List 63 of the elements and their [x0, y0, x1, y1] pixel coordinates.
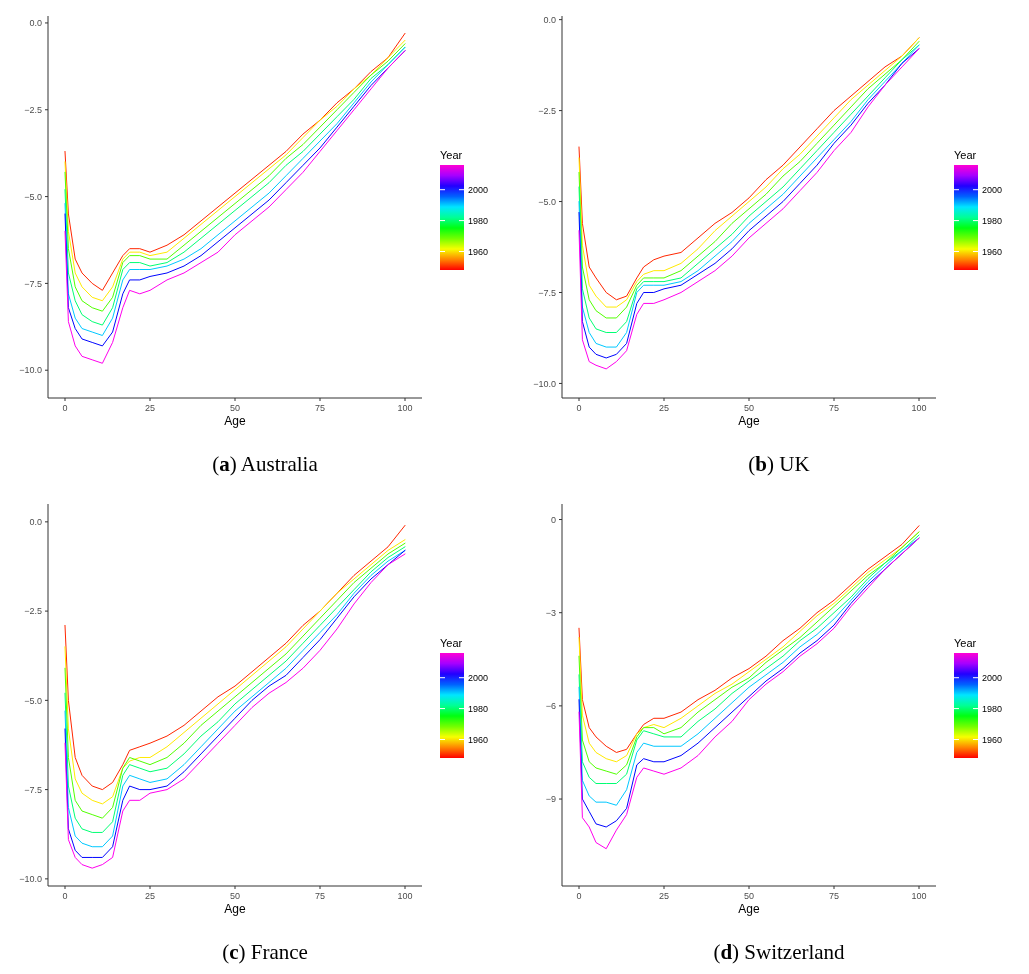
x-tick-label: 100: [911, 891, 927, 901]
color-bar-title: Year: [954, 149, 977, 161]
x-tick-label: 50: [743, 891, 755, 901]
y-tick-label: −9: [545, 794, 556, 805]
y-tick-label: −10.0: [533, 378, 556, 389]
x-tick-label: 100: [911, 403, 927, 413]
y-tick-label: −5.0: [24, 191, 42, 202]
color-bar-label: 1960: [982, 246, 1003, 257]
color-bar-label: 1980: [982, 215, 1003, 226]
x-tick-label: 75: [828, 403, 840, 413]
y-tick-label: −10.0: [19, 874, 42, 885]
x-tick-label: 100: [397, 891, 413, 901]
x-axis-title: Age: [738, 902, 760, 916]
y-tick-label: −7.5: [24, 278, 42, 289]
x-tick-label: 0: [62, 403, 68, 413]
x-tick-label: 25: [658, 891, 670, 901]
x-tick-label: 0: [62, 891, 68, 901]
x-tick-label: 0: [576, 891, 582, 901]
color-bar-title: Year: [440, 637, 463, 649]
text: (c) France: [222, 940, 308, 964]
y-tick-label: −3: [545, 607, 556, 618]
color-bar-label: 2000: [982, 672, 1003, 683]
y-tick-label: 0: [550, 514, 556, 525]
color-bar-label: 1960: [982, 734, 1003, 745]
x-axis-title: Age: [224, 902, 246, 916]
color-bar-label: 1980: [468, 215, 489, 226]
color-bar-title: Year: [954, 637, 977, 649]
y-tick-label: −2.5: [24, 104, 42, 115]
y-tick-label: −7.5: [538, 287, 556, 298]
x-tick-label: 25: [658, 403, 670, 413]
x-tick-label: 0: [576, 403, 582, 413]
x-tick-label: 100: [397, 403, 413, 413]
y-tick-label: −7.5: [24, 784, 42, 795]
color-bar-label: 1960: [468, 734, 489, 745]
y-tick-label: 0.0: [543, 14, 556, 25]
color-bar-label: 1980: [982, 703, 1003, 714]
x-tick-label: 50: [229, 891, 241, 901]
text: (a) Australia: [212, 452, 319, 476]
x-axis-title: Age: [738, 414, 760, 428]
color-bar-label: 1960: [468, 246, 489, 257]
x-tick-label: 75: [828, 891, 840, 901]
y-tick-label: 0.0: [29, 517, 42, 527]
x-tick-label: 75: [314, 403, 326, 413]
text: (b) UK: [748, 452, 810, 476]
y-tick-label: −5.0: [24, 695, 42, 706]
color-bar-label: 1980: [468, 703, 489, 714]
x-tick-label: 50: [743, 403, 755, 413]
x-tick-label: 50: [229, 403, 241, 413]
x-tick-label: 25: [144, 891, 156, 901]
y-tick-label: −2.5: [24, 606, 42, 617]
color-bar-label: 2000: [468, 672, 489, 683]
y-tick-label: −5.0: [538, 196, 556, 207]
y-tick-label: 0.0: [29, 18, 42, 29]
color-bar-title: Year: [440, 149, 463, 161]
x-tick-label: 25: [144, 403, 156, 413]
text: (d) Switzerland: [713, 940, 846, 964]
y-tick-label: −6: [545, 701, 556, 712]
y-tick-label: −2.5: [538, 105, 556, 116]
y-tick-label: −10.0: [19, 365, 42, 376]
x-axis-title: Age: [224, 414, 246, 428]
color-bar-label: 2000: [982, 184, 1003, 195]
x-tick-label: 75: [314, 891, 326, 901]
color-bar-label: 2000: [468, 184, 489, 195]
